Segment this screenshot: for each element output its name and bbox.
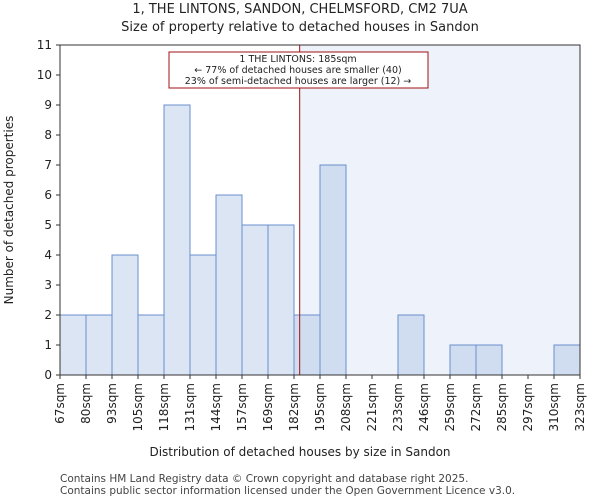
x-tick-label-323sqm: 323sqm [573,383,587,431]
bar-157sqm [241,224,269,376]
plot-frame [59,44,581,376]
y-tick-label-8: 8 [44,128,52,142]
bar-67sqm [59,314,87,376]
bar-group [59,104,581,376]
y-tick-label-6: 6 [44,188,52,202]
bar-80sqm [85,314,113,376]
y-tick-label-2: 2 [44,308,52,322]
x-tick-label-182sqm: 182sqm [287,383,301,431]
x-tick-label-144sqm: 144sqm [209,383,223,431]
x-tick-label-221sqm: 221sqm [365,383,379,431]
x-axis: 67sqm 80sqm 93sqm 105sqm 118sqm 131sqm 144sqm 1… [53,375,587,431]
x-tick-label-272sqm: 272sqm [469,383,483,431]
bar-272sqm [475,344,503,376]
y-tick-label-9: 9 [44,98,52,112]
y-tick-label-10: 10 [37,68,52,82]
footer-line-1: Contains HM Land Registry data © Crown c… [60,473,469,485]
x-tick-label-93sqm: 93sqm [105,383,119,424]
y-tick-label-3: 3 [44,278,52,292]
chart-title: 1, THE LINTONS, SANDON, CHELMSFORD, CM2 … [132,2,468,17]
x-tick-label-80sqm: 80sqm [79,383,93,424]
x-tick-label-105sqm: 105sqm [131,383,145,431]
x-tick-label-310sqm: 310sqm [547,383,561,431]
annotation-line-2: ← 77% of detached houses are smaller (40… [194,65,401,76]
bar-310sqm [553,344,581,376]
y-axis: 0 1 2 3 4 5 6 7 8 9 10 11 [37,38,60,382]
annotation-box [168,51,429,89]
x-tick-label-157sqm: 157sqm [235,383,249,431]
annotation-line-3: 23% of semi-detached houses are larger (… [185,76,412,87]
bar-195sqm [319,164,347,376]
y-tick-label-11: 11 [37,38,52,52]
bar-144sqm [215,194,243,376]
x-tick-label-208sqm: 208sqm [339,383,353,431]
y-axis-label: Number of detached properties [2,116,16,305]
footer-line-2: Contains public sector information licen… [60,485,516,497]
y-tick-label-5: 5 [44,218,52,232]
bar-105sqm [137,314,165,376]
bar-131sqm [189,254,217,376]
x-tick-label-233sqm: 233sqm [391,383,405,431]
annotation-line-1: 1 THE LINTONS: 185sqm [239,54,356,65]
x-axis-label: Distribution of detached houses by size … [149,445,450,459]
x-tick-label-285sqm: 285sqm [495,383,509,431]
x-tick-label-259sqm: 259sqm [443,383,457,431]
y-tick-label-1: 1 [44,338,52,352]
bar-259sqm [449,344,477,376]
bar-233sqm [397,314,425,376]
x-tick-label-131sqm: 131sqm [183,383,197,431]
bar-93sqm [111,254,139,376]
y-tick-label-4: 4 [44,248,52,262]
x-tick-label-297sqm: 297sqm [521,383,535,431]
x-tick-label-67sqm: 67sqm [53,383,67,424]
x-tick-label-246sqm: 246sqm [417,383,431,431]
x-tick-label-118sqm: 118sqm [157,383,171,431]
bar-169sqm [267,224,295,376]
bar-182sqm [293,314,321,376]
x-tick-label-169sqm: 169sqm [261,383,275,431]
chart-subtitle: Size of property relative to detached ho… [121,20,479,35]
bar-118sqm [163,104,191,376]
x-tick-label-195sqm: 195sqm [313,383,327,431]
y-tick-label-0: 0 [44,368,52,382]
y-tick-label-7: 7 [44,158,52,172]
